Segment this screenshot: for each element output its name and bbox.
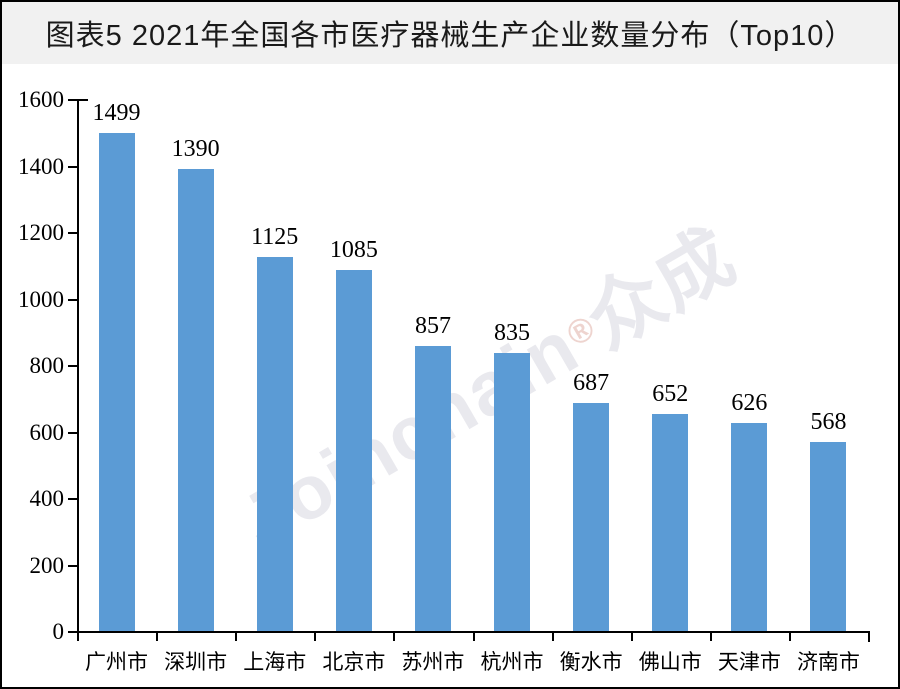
x-tick	[868, 633, 870, 641]
bar	[652, 414, 689, 631]
y-axis-top-hook	[77, 99, 88, 101]
y-tick	[68, 564, 77, 567]
bar	[177, 168, 214, 631]
bar-value-label: 1390	[171, 135, 220, 162]
x-category-label: 天津市	[717, 651, 781, 674]
x-category-label: 苏州市	[401, 651, 465, 674]
bar-value-label: 1125	[251, 223, 299, 250]
y-tick	[68, 165, 77, 168]
bar-value-label: 687	[573, 369, 610, 396]
bar-value-label: 568	[810, 409, 847, 436]
x-tick	[788, 633, 791, 641]
y-tick-label: 400	[29, 486, 65, 511]
x-tick	[393, 633, 396, 641]
y-tick	[68, 298, 77, 301]
chart-title-band: 图表5 2021年全国各市医疗器械生产企业数量分布（Top10）	[2, 2, 898, 64]
x-tick	[630, 633, 633, 641]
y-tick-label: 1600	[18, 87, 64, 112]
bar	[256, 256, 293, 631]
x-category-label: 济南市	[796, 651, 860, 674]
x-tick	[709, 633, 712, 641]
y-tick-label: 1400	[18, 153, 64, 179]
bar	[573, 402, 610, 631]
x-category-label: 上海市	[243, 651, 307, 674]
y-tick	[68, 99, 77, 101]
bar-value-label: 835	[494, 320, 531, 347]
x-tick	[235, 633, 238, 641]
x-category-label: 广州市	[85, 651, 149, 674]
y-tick	[68, 232, 77, 234]
x-tick	[551, 633, 554, 641]
x-tick	[314, 633, 317, 641]
bar	[98, 132, 135, 631]
y-tick	[68, 365, 77, 367]
x-category-label: 衡水市	[559, 651, 623, 674]
bar	[414, 346, 451, 631]
bar-value-label: 652	[652, 381, 689, 408]
y-tick	[68, 431, 77, 434]
bar	[731, 422, 768, 631]
bar-value-label: 857	[414, 313, 451, 340]
bar	[810, 442, 847, 631]
y-tick-label: 1200	[18, 220, 64, 245]
bar-value-label: 626	[731, 389, 768, 416]
x-category-label: 杭州市	[480, 651, 544, 674]
y-tick-label: 0	[52, 619, 65, 644]
bar	[494, 353, 531, 631]
x-tick	[77, 633, 79, 641]
y-axis-line	[77, 99, 79, 633]
bar	[335, 270, 372, 631]
bar-value-label: 1499	[92, 99, 141, 126]
x-tick	[156, 633, 159, 641]
x-category-label: 北京市	[322, 651, 386, 674]
y-tick-label: 800	[29, 353, 65, 378]
bar-value-label: 1085	[329, 237, 378, 264]
x-category-label: 佛山市	[638, 651, 702, 674]
x-category-label: 深圳市	[164, 651, 228, 674]
y-tick-label: 1000	[18, 286, 64, 312]
y-tick	[68, 631, 77, 633]
chart-title: 图表5 2021年全国各市医疗器械生产企业数量分布（Top10）	[45, 20, 855, 52]
x-axis-line	[77, 631, 870, 633]
y-tick-label: 600	[29, 419, 65, 445]
x-tick	[472, 633, 475, 641]
y-tick-label: 200	[29, 552, 65, 578]
y-tick	[68, 498, 77, 500]
